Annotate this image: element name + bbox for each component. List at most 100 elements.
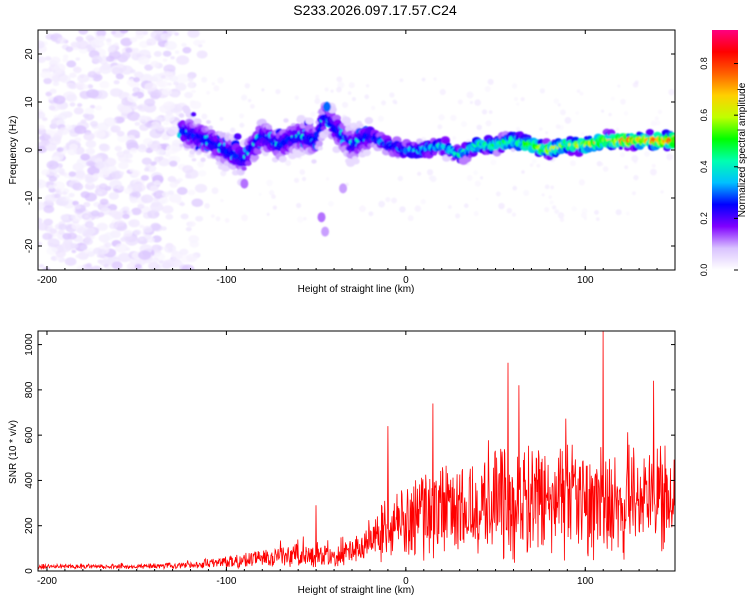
heat-cell: [49, 88, 57, 94]
heat-cell: [105, 38, 112, 43]
heat-cell: [377, 115, 385, 122]
heat-cell: [167, 82, 172, 86]
heat-cell: [134, 121, 141, 126]
heat-cell: [87, 166, 100, 176]
heat-cell: [174, 107, 181, 112]
heat-cell: [539, 88, 546, 94]
heat-cell: [70, 215, 76, 220]
heat-cell: [90, 210, 100, 217]
heat-cell: [84, 214, 90, 219]
heat-cell: [474, 99, 482, 106]
heat-cell: [69, 72, 77, 78]
heat-cell: [79, 244, 88, 251]
heat-cell: [56, 147, 64, 153]
heat-cell: [76, 227, 87, 235]
heat-cell: [391, 197, 397, 204]
heat-cell: [51, 155, 61, 162]
heat-cell: [239, 113, 245, 119]
heat-cell: [548, 195, 552, 199]
y-tick-label: 800: [24, 381, 35, 398]
heat-cell: [83, 201, 91, 208]
heat-cell: [479, 176, 484, 180]
heat-cell: [239, 170, 245, 175]
heat-cell: [66, 60, 77, 68]
heat-cell: [96, 30, 107, 37]
heat-cell: [469, 100, 474, 105]
heat-cell: [201, 76, 208, 83]
heat-cell: [144, 233, 152, 240]
heat-cell: [310, 111, 316, 117]
heat-cell: [38, 264, 45, 268]
heat-cell: [92, 173, 100, 179]
heat-cell: [171, 250, 178, 255]
heat-cell: [578, 179, 585, 186]
heat-cell: [143, 137, 153, 146]
heat-cell: [53, 181, 65, 190]
y-tick-label: 10: [24, 96, 35, 108]
heat-cell: [127, 111, 141, 122]
heat-cell: [49, 228, 58, 234]
heat-cell: [190, 100, 202, 110]
heat-cell: [167, 126, 180, 136]
heat-cell: [42, 232, 53, 241]
heat-cell: [135, 30, 144, 36]
heat-cell: [136, 54, 142, 58]
heat-cell: [244, 83, 250, 89]
heat-cell: [162, 259, 175, 269]
heat-cell: [66, 93, 78, 102]
heat-cell: [618, 146, 624, 150]
heat-cell: [89, 104, 96, 109]
heat-cell: [55, 249, 66, 258]
heat-cell: [184, 91, 193, 99]
heat-cell: [62, 191, 68, 195]
heat-cell: [301, 176, 307, 182]
heat-cell: [46, 246, 58, 256]
heat-cell: [118, 105, 131, 114]
heat-cell: [116, 63, 124, 69]
heat-cell: [650, 168, 657, 176]
heat-cell: [96, 253, 103, 258]
heat-cell: [103, 117, 117, 127]
colorbar-tick-label: 0.8: [699, 57, 709, 70]
heat-cell: [426, 169, 434, 176]
x-tick-label: 0: [403, 576, 409, 587]
heat-cell: [164, 152, 171, 157]
heat-cell: [169, 160, 178, 167]
snr-x-axis: -200 -100 0 100: [37, 331, 676, 587]
heat-cell: [620, 98, 626, 105]
colorbar-label: Normalized spectral amplitude: [737, 82, 748, 217]
heat-cell: [87, 70, 97, 78]
heat-cell: [134, 263, 142, 270]
heat-cell: [60, 214, 70, 221]
heat-cell: [194, 183, 208, 193]
heat-cell: [133, 88, 139, 92]
heat-cell: [176, 55, 190, 65]
heat-cell: [261, 88, 265, 92]
heat-cell: [241, 94, 248, 101]
heat-cell: [187, 189, 196, 196]
heat-cell: [644, 150, 650, 157]
heat-cell: [197, 170, 207, 177]
heat-cell: [421, 77, 426, 82]
heat-cell: [221, 163, 231, 172]
heat-cell: [615, 127, 620, 131]
heat-cell: [103, 232, 115, 241]
heat-cell: [48, 105, 56, 111]
heat-cell: [498, 202, 505, 210]
heat-cell: [182, 46, 192, 54]
heat-cell: [108, 192, 120, 200]
heat-cell: [141, 157, 152, 165]
x-tick-label: -100: [216, 576, 236, 587]
heat-cell: [146, 38, 157, 46]
heat-cell: [162, 50, 172, 57]
heat-cell: [160, 33, 171, 41]
heat-cell: [206, 90, 210, 95]
heat-cell: [118, 252, 132, 263]
heat-cell: [38, 111, 46, 119]
heat-cell: [511, 83, 518, 89]
heat-cell: [151, 257, 160, 263]
heat-cell: [529, 163, 534, 167]
heat-cell: [305, 117, 314, 125]
heat-cell: [150, 202, 164, 212]
heat-cell: [633, 174, 639, 181]
